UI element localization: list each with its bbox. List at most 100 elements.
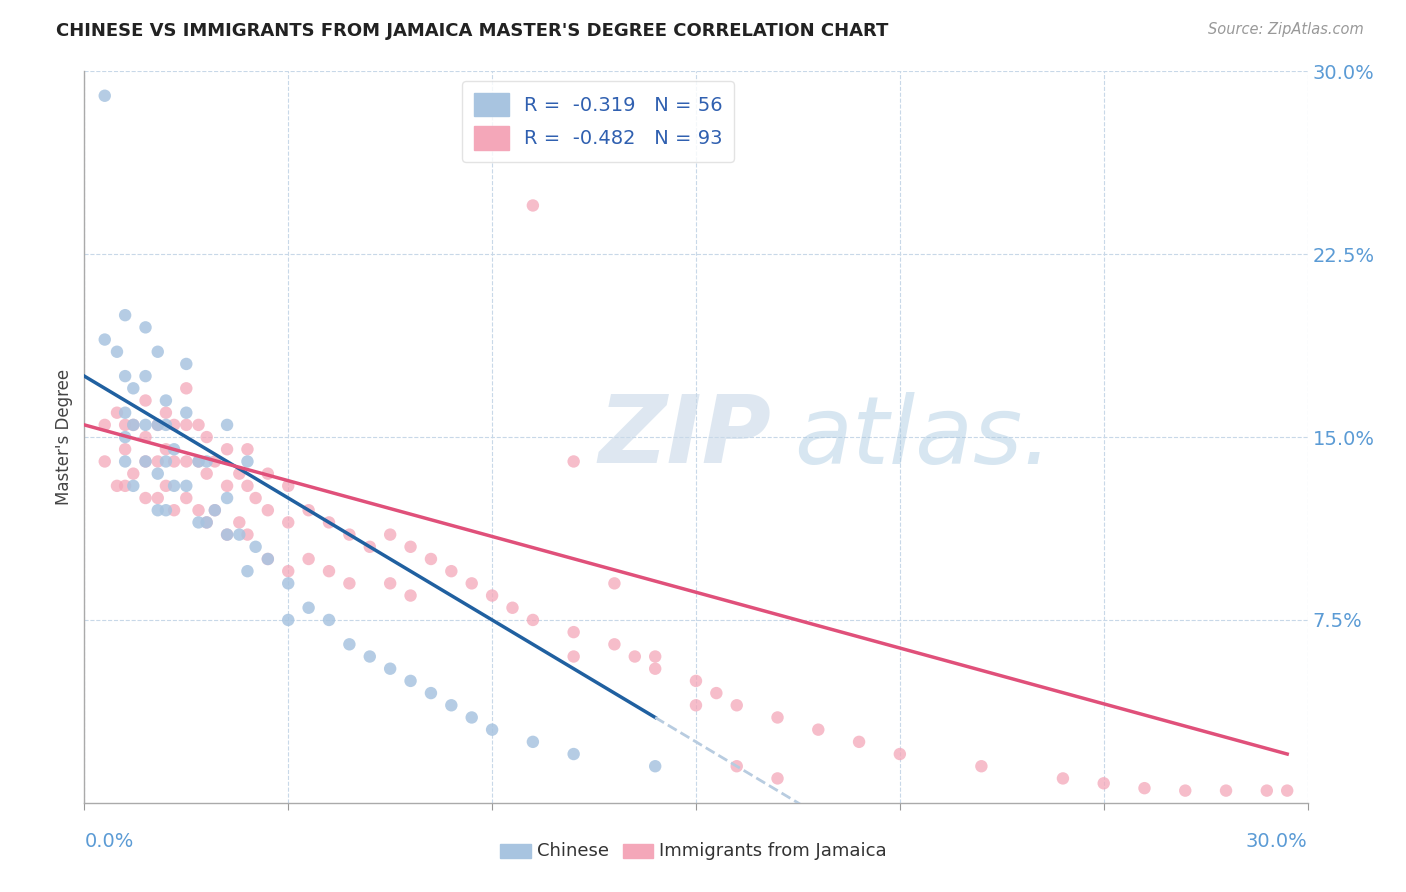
- Point: [1052, 772, 1074, 786]
- Point: [380, 527, 402, 541]
- Point: [522, 613, 544, 627]
- Point: [217, 527, 239, 541]
- Point: [155, 442, 177, 457]
- Point: [174, 479, 197, 493]
- Point: [399, 589, 422, 603]
- Point: [135, 393, 157, 408]
- Point: [603, 576, 626, 591]
- Point: [1133, 781, 1156, 796]
- Point: [114, 454, 136, 468]
- Point: [174, 406, 197, 420]
- Bar: [501, 845, 531, 858]
- Point: [195, 467, 218, 481]
- Point: [277, 516, 299, 530]
- Text: Chinese: Chinese: [537, 842, 609, 860]
- Point: [217, 417, 239, 432]
- Point: [970, 759, 993, 773]
- Point: [277, 564, 299, 578]
- Point: [257, 552, 280, 566]
- Point: [195, 454, 218, 468]
- Point: [163, 417, 186, 432]
- Point: [440, 564, 463, 578]
- Point: [298, 503, 321, 517]
- Point: [562, 625, 585, 640]
- Point: [114, 369, 136, 384]
- Point: [146, 491, 169, 505]
- Point: [135, 454, 157, 468]
- Point: [236, 479, 259, 493]
- Point: [257, 467, 280, 481]
- Point: [522, 198, 544, 212]
- Point: [122, 479, 145, 493]
- Point: [174, 381, 197, 395]
- Point: [339, 527, 361, 541]
- Point: [228, 516, 250, 530]
- Point: [114, 430, 136, 444]
- Point: [114, 479, 136, 493]
- Point: [359, 649, 381, 664]
- Point: [155, 393, 177, 408]
- Point: [420, 552, 443, 566]
- Point: [685, 698, 707, 713]
- Point: [766, 710, 789, 724]
- Point: [318, 564, 340, 578]
- Text: 30.0%: 30.0%: [1246, 832, 1308, 851]
- Point: [522, 735, 544, 749]
- Point: [318, 516, 340, 530]
- Point: [135, 417, 157, 432]
- Point: [146, 344, 169, 359]
- Point: [228, 527, 250, 541]
- Point: [204, 503, 226, 517]
- Point: [174, 454, 197, 468]
- Point: [195, 430, 218, 444]
- Point: [155, 417, 177, 432]
- Point: [135, 369, 157, 384]
- Text: 0.0%: 0.0%: [84, 832, 134, 851]
- Point: [114, 442, 136, 457]
- Point: [146, 417, 169, 432]
- Text: atlas.: atlas.: [794, 392, 1052, 483]
- Point: [195, 516, 218, 530]
- Point: [236, 564, 259, 578]
- Point: [318, 613, 340, 627]
- Point: [298, 552, 321, 566]
- Point: [146, 417, 169, 432]
- Point: [359, 540, 381, 554]
- Point: [1215, 783, 1237, 797]
- Point: [114, 406, 136, 420]
- Point: [174, 491, 197, 505]
- Point: [105, 344, 128, 359]
- Bar: [623, 845, 654, 858]
- Point: [217, 479, 239, 493]
- Point: [135, 454, 157, 468]
- Point: [481, 589, 503, 603]
- Point: [807, 723, 830, 737]
- Point: [114, 417, 136, 432]
- Point: [155, 406, 177, 420]
- Text: ZIP: ZIP: [598, 391, 770, 483]
- Point: [155, 454, 177, 468]
- Point: [93, 454, 115, 468]
- Point: [461, 576, 484, 591]
- Point: [163, 442, 186, 457]
- Point: [146, 454, 169, 468]
- Point: [236, 442, 259, 457]
- Point: [889, 747, 911, 761]
- Point: [644, 649, 666, 664]
- Point: [174, 357, 197, 371]
- Point: [187, 454, 209, 468]
- Point: [135, 491, 157, 505]
- Point: [257, 552, 280, 566]
- Point: [481, 723, 503, 737]
- Point: [562, 649, 585, 664]
- Point: [217, 491, 239, 505]
- Point: [114, 308, 136, 322]
- Point: [122, 417, 145, 432]
- Point: [187, 503, 209, 517]
- Point: [174, 417, 197, 432]
- Point: [163, 454, 186, 468]
- Point: [766, 772, 789, 786]
- Point: [204, 503, 226, 517]
- Point: [624, 649, 647, 664]
- Point: [217, 527, 239, 541]
